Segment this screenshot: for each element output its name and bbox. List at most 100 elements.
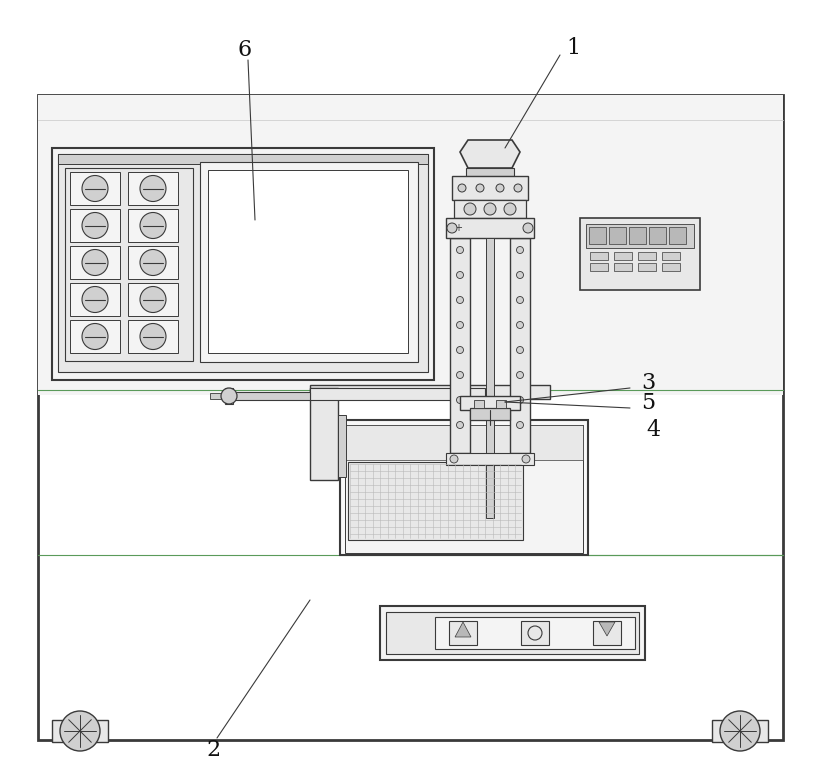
Bar	[609, 227, 626, 244]
Bar	[128, 209, 178, 242]
Circle shape	[517, 297, 523, 304]
Bar	[128, 320, 178, 353]
Bar	[386, 612, 639, 654]
Bar	[521, 621, 549, 645]
Bar	[128, 283, 178, 316]
Bar	[310, 388, 485, 400]
Bar	[662, 252, 680, 260]
Bar	[380, 606, 645, 660]
Bar	[38, 95, 783, 395]
Text: 2: 2	[206, 739, 220, 761]
Bar	[310, 385, 550, 399]
Circle shape	[476, 184, 484, 192]
Circle shape	[140, 249, 166, 276]
Bar	[70, 246, 120, 279]
Circle shape	[514, 184, 522, 192]
Circle shape	[221, 388, 237, 404]
Circle shape	[450, 455, 458, 463]
Text: 3: 3	[641, 372, 655, 394]
Circle shape	[517, 272, 523, 279]
Bar	[345, 425, 583, 460]
Bar	[70, 209, 120, 242]
Circle shape	[517, 397, 523, 404]
Bar	[128, 172, 178, 205]
Bar	[338, 415, 346, 477]
Circle shape	[140, 212, 166, 238]
Bar	[38, 95, 783, 740]
Bar	[450, 238, 470, 453]
Polygon shape	[455, 622, 471, 637]
Bar	[58, 154, 428, 372]
Circle shape	[456, 347, 464, 354]
Bar	[52, 720, 108, 742]
Bar	[470, 408, 510, 420]
Bar	[345, 425, 583, 553]
Circle shape	[140, 287, 166, 312]
Circle shape	[456, 422, 464, 429]
Circle shape	[456, 397, 464, 404]
Bar	[580, 218, 700, 290]
Bar	[510, 238, 530, 453]
Circle shape	[517, 372, 523, 379]
Bar	[496, 400, 506, 408]
Text: +: +	[454, 223, 462, 233]
Bar	[460, 396, 520, 410]
Circle shape	[456, 247, 464, 254]
Bar	[590, 263, 608, 271]
Bar	[225, 388, 233, 404]
Bar	[70, 172, 120, 205]
Circle shape	[523, 223, 533, 233]
Circle shape	[447, 223, 457, 233]
Circle shape	[140, 176, 166, 201]
Circle shape	[82, 176, 108, 201]
Circle shape	[517, 247, 523, 254]
Circle shape	[464, 203, 476, 215]
Circle shape	[82, 323, 108, 350]
Bar	[614, 252, 632, 260]
Bar	[486, 238, 494, 518]
Bar	[452, 176, 528, 200]
Bar	[58, 154, 428, 164]
Polygon shape	[460, 140, 520, 168]
Circle shape	[504, 203, 516, 215]
Bar	[712, 720, 768, 742]
Bar	[593, 621, 621, 645]
Bar	[128, 246, 178, 279]
Bar	[466, 168, 514, 176]
Bar	[435, 617, 635, 649]
Bar	[586, 224, 694, 248]
Bar	[446, 453, 534, 465]
Text: 6: 6	[238, 39, 252, 61]
Bar	[454, 200, 526, 218]
Circle shape	[456, 297, 464, 304]
Circle shape	[517, 347, 523, 354]
Circle shape	[522, 455, 530, 463]
Text: 1: 1	[566, 37, 580, 59]
Bar	[70, 283, 120, 316]
Polygon shape	[599, 622, 615, 636]
Bar	[446, 218, 534, 238]
Bar	[662, 263, 680, 271]
Bar	[348, 462, 523, 540]
Circle shape	[456, 322, 464, 329]
Bar	[208, 170, 408, 353]
Circle shape	[82, 249, 108, 276]
Bar	[230, 392, 310, 400]
Circle shape	[456, 272, 464, 279]
Circle shape	[496, 184, 504, 192]
Bar	[589, 227, 606, 244]
Circle shape	[458, 184, 466, 192]
Circle shape	[82, 287, 108, 312]
Text: 4: 4	[646, 419, 660, 441]
Bar	[449, 621, 477, 645]
Circle shape	[140, 323, 166, 350]
Circle shape	[456, 372, 464, 379]
Circle shape	[517, 422, 523, 429]
Bar	[649, 227, 666, 244]
Circle shape	[60, 711, 100, 751]
Bar	[638, 263, 656, 271]
Bar	[590, 252, 608, 260]
Bar	[52, 148, 434, 380]
Circle shape	[484, 203, 496, 215]
Bar	[65, 168, 193, 361]
